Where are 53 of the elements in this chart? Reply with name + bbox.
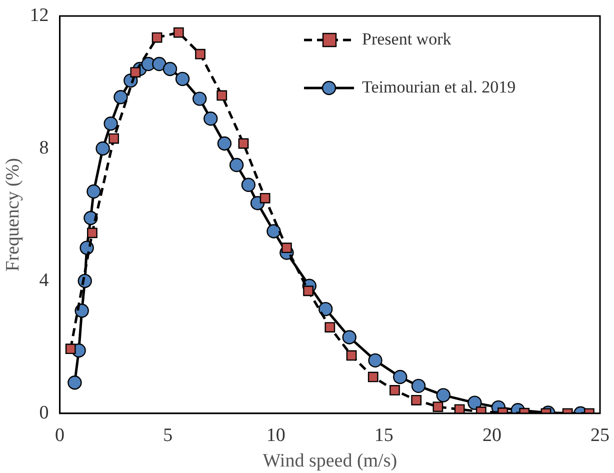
point <box>432 402 444 412</box>
point <box>217 136 232 151</box>
x-tick-label: 15 <box>374 424 394 446</box>
point <box>411 394 422 406</box>
point <box>204 112 218 126</box>
point <box>229 158 244 172</box>
point <box>152 56 166 72</box>
point <box>454 404 465 414</box>
y-axis-title: Frequency (%) <box>2 158 24 272</box>
point <box>393 370 408 384</box>
point <box>87 228 98 238</box>
point <box>436 388 450 402</box>
point <box>411 378 426 394</box>
point <box>238 138 249 149</box>
point <box>260 192 270 204</box>
point <box>390 385 400 396</box>
point <box>173 27 184 38</box>
point <box>114 90 128 104</box>
y-tick-label: 4 <box>39 270 50 291</box>
x-tick-label: 5 <box>163 424 173 446</box>
point <box>342 330 356 344</box>
point <box>368 353 382 368</box>
point <box>96 141 110 156</box>
y-tick-label: 8 <box>39 137 49 158</box>
point <box>241 178 256 192</box>
point <box>318 302 333 316</box>
x-tick-label: 25 <box>590 424 610 446</box>
point <box>216 90 228 101</box>
y-tick-label: 0 <box>39 402 49 424</box>
point <box>281 242 292 254</box>
point <box>468 396 482 410</box>
y-tick-label: 12 <box>30 4 49 26</box>
point <box>175 72 190 86</box>
point <box>266 224 281 238</box>
point <box>104 116 118 131</box>
point <box>195 48 206 60</box>
point <box>86 184 101 199</box>
point <box>162 62 178 76</box>
point <box>303 286 314 296</box>
legend-label: Teimourian et al. 2019 <box>362 77 516 96</box>
point <box>192 92 207 106</box>
legend-label: Present work <box>362 29 452 48</box>
x-tick-label: 20 <box>482 424 502 446</box>
point <box>68 376 82 390</box>
x-axis-title: Wind speed (m/s) <box>262 450 398 472</box>
point <box>346 350 357 361</box>
x-tick-label: 10 <box>266 424 286 446</box>
point <box>324 322 336 332</box>
point <box>108 133 120 144</box>
point <box>152 32 162 43</box>
x-tick-label: 0 <box>55 424 65 446</box>
point <box>368 372 378 382</box>
point <box>65 344 76 354</box>
